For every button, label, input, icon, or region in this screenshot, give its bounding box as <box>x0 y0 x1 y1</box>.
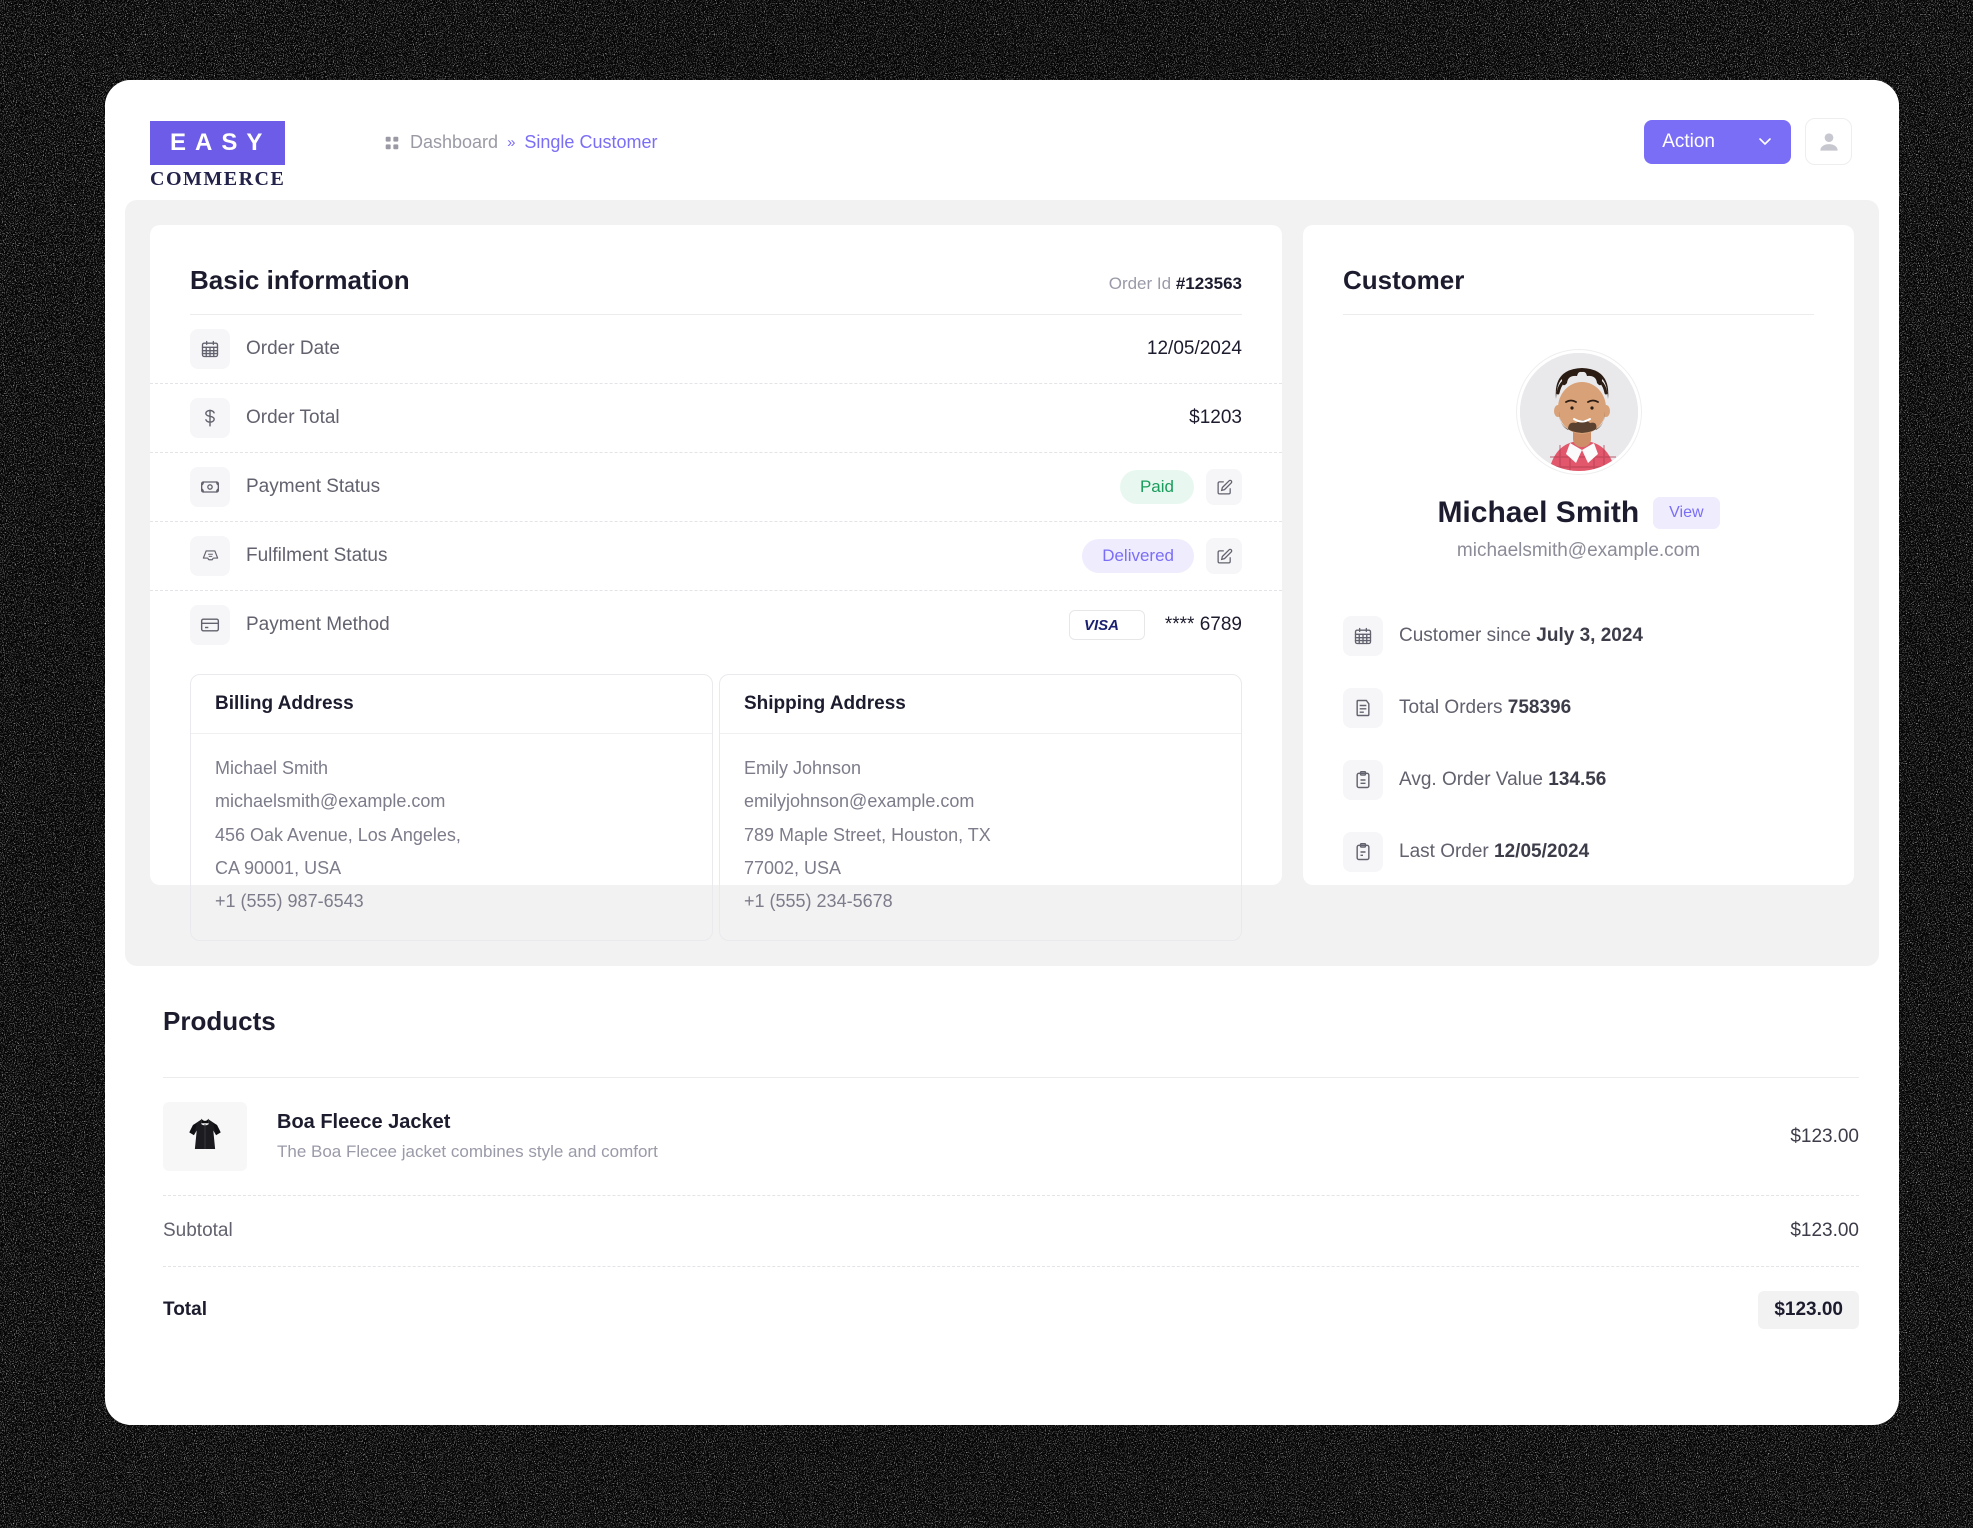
svg-text:VISA: VISA <box>1084 617 1119 633</box>
